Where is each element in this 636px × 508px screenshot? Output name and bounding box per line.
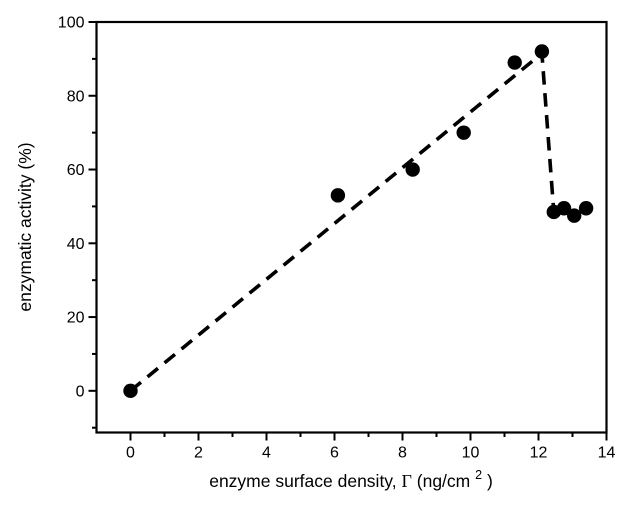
x-tick-label: 8 bbox=[398, 445, 407, 462]
x-tick-label: 4 bbox=[262, 445, 271, 462]
x-tick-label: 14 bbox=[598, 445, 616, 462]
data-point bbox=[507, 55, 522, 70]
x-axis-label-text: enzyme surface density, bbox=[209, 471, 401, 491]
data-point bbox=[556, 201, 572, 216]
plot-frame bbox=[95, 20, 608, 434]
y-tick-label: 40 bbox=[67, 236, 85, 253]
data-point bbox=[567, 208, 582, 223]
x-tick-label: 2 bbox=[194, 445, 203, 462]
x-axis-label-superscript: 2 bbox=[475, 468, 482, 482]
plot-area: 0 2 4 6 8 10 12 14 0 20 40 60 80 100 bbox=[58, 15, 616, 462]
data-point bbox=[330, 188, 346, 203]
x-axis-label-unit: (ng/cm bbox=[417, 471, 470, 491]
data-point bbox=[534, 44, 550, 59]
y-tick-label: 100 bbox=[58, 15, 85, 32]
gamma-symbol: Γ bbox=[401, 471, 411, 491]
x-tick-label: 12 bbox=[530, 445, 548, 462]
x-tick-label: 6 bbox=[330, 445, 339, 462]
y-axis-label: enzymatic activity (%) bbox=[15, 142, 35, 311]
trend-dashed-line bbox=[129, 49, 556, 393]
x-axis-label: enzyme surface density, Γ (ng/cm 2 ) bbox=[209, 463, 493, 491]
data-point bbox=[578, 201, 594, 216]
y-tick-label: 0 bbox=[76, 383, 85, 400]
data-point bbox=[405, 162, 420, 177]
x-tick-label: 10 bbox=[462, 445, 480, 462]
y-tick-label: 60 bbox=[67, 162, 85, 179]
x-tick-label: 0 bbox=[126, 445, 135, 462]
data-point bbox=[123, 383, 138, 399]
y-tick-label: 80 bbox=[67, 88, 85, 105]
data-point bbox=[456, 125, 471, 140]
x-axis-label-close: ) bbox=[487, 471, 493, 491]
y-tick-label: 20 bbox=[67, 310, 85, 327]
